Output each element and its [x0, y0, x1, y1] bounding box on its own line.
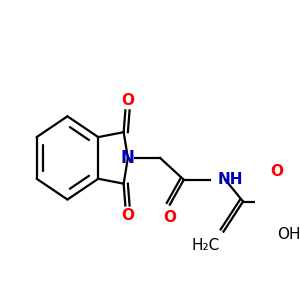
Text: O: O — [122, 93, 134, 108]
Text: H₂C: H₂C — [191, 238, 219, 253]
Text: NH: NH — [218, 172, 243, 187]
Text: N: N — [121, 149, 135, 167]
Text: O: O — [122, 208, 134, 223]
Text: O: O — [163, 210, 176, 225]
Text: O: O — [270, 164, 284, 179]
Text: OH: OH — [277, 227, 300, 242]
